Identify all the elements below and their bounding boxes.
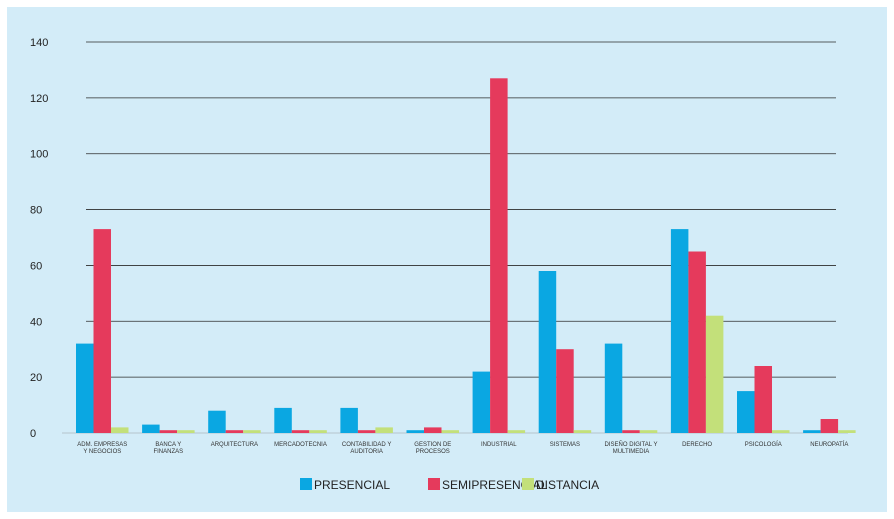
bar-semipresencial-3	[291, 430, 310, 433]
x-tick-label: Y NEGOCIOS	[83, 449, 121, 455]
bar-distancia-5	[441, 430, 459, 433]
bar-semipresencial-4	[357, 430, 376, 433]
x-tick-label: SISTEMAS	[550, 442, 580, 448]
y-tick-label: 80	[30, 205, 42, 217]
bar-semipresencial-11	[820, 419, 839, 433]
bar-semipresencial-1	[159, 430, 178, 433]
y-tick-label: 120	[30, 93, 48, 105]
x-tick-label: AUDITORIA	[350, 449, 383, 455]
bar-presencial-8	[604, 343, 623, 433]
bar-semipresencial-6	[490, 78, 508, 434]
bar-distancia-10	[772, 430, 790, 433]
bar-distancia-8	[639, 430, 658, 433]
x-tick-label: DISEÑO DIGITAL Y	[605, 441, 658, 448]
x-tick-label: FINANZAS	[153, 449, 183, 455]
bar-presencial-5	[406, 430, 424, 433]
x-tick-label: PROCESOS	[416, 449, 450, 455]
bar-semipresencial-0	[93, 229, 111, 433]
x-tick-label: MULTIMEDIA	[613, 449, 650, 455]
bar-distancia-0	[111, 427, 129, 433]
bar-semipresencial-5	[424, 427, 442, 433]
bar-presencial-10	[737, 391, 755, 433]
x-tick-label: GESTION DE	[414, 442, 451, 448]
x-tick-label: ARQUITECTURA	[211, 442, 258, 448]
x-tick-label: PSICOLOGÍA	[745, 441, 782, 448]
y-tick-label: 100	[30, 149, 48, 161]
bar-semipresencial-9	[688, 251, 706, 433]
bar-distancia-6	[507, 430, 526, 433]
legend-label-distancia: DISTANCIA	[536, 478, 599, 492]
x-tick-label: CONTABILIDAD Y	[342, 442, 391, 448]
legend-swatch-semipresencial	[428, 478, 440, 490]
y-tick-label: 20	[30, 372, 42, 384]
x-tick-label: ADM. EMPRESAS	[77, 442, 127, 448]
bar-distancia-4	[375, 427, 393, 433]
y-tick-label: 60	[30, 260, 42, 272]
y-tick-label: 140	[30, 37, 48, 49]
bar-presencial-9	[670, 229, 689, 433]
bar-distancia-3	[309, 430, 327, 433]
bar-presencial-6	[472, 371, 491, 433]
bar-distancia-9	[705, 315, 724, 433]
x-tick-label: DERECHO	[682, 442, 712, 448]
bar-semipresencial-7	[556, 349, 574, 433]
x-tick-label: BANCA Y	[155, 442, 181, 448]
bar-distancia-1	[177, 430, 195, 433]
x-tick-label: NEUROPATÍA	[810, 441, 848, 448]
bar-distancia-7	[573, 430, 592, 433]
bar-presencial-0	[76, 343, 94, 433]
legend-label-semipresencial: SEMIPRESENCIAL	[442, 478, 548, 492]
legend-label-presencial: PRESENCIAL	[314, 478, 390, 492]
legend-swatch-distancia	[522, 478, 534, 490]
y-tick-label: 0	[30, 428, 36, 440]
bar-semipresencial-8	[622, 430, 640, 433]
y-tick-label: 40	[30, 316, 42, 328]
bar-presencial-2	[208, 410, 226, 433]
bar-presencial-4	[340, 407, 358, 433]
bar-semipresencial-10	[754, 366, 772, 433]
x-tick-label: MERCADOTECNIA	[274, 442, 327, 448]
legend-swatch-presencial	[300, 478, 312, 490]
bar-presencial-1	[142, 424, 160, 433]
bar-distancia-11	[838, 430, 856, 433]
bar-presencial-11	[803, 430, 821, 433]
bar-presencial-7	[538, 271, 557, 433]
bar-semipresencial-2	[225, 430, 244, 433]
bar-presencial-3	[274, 407, 292, 433]
x-tick-label: INDUSTRIAL	[481, 442, 517, 448]
bar-distancia-2	[243, 430, 261, 433]
